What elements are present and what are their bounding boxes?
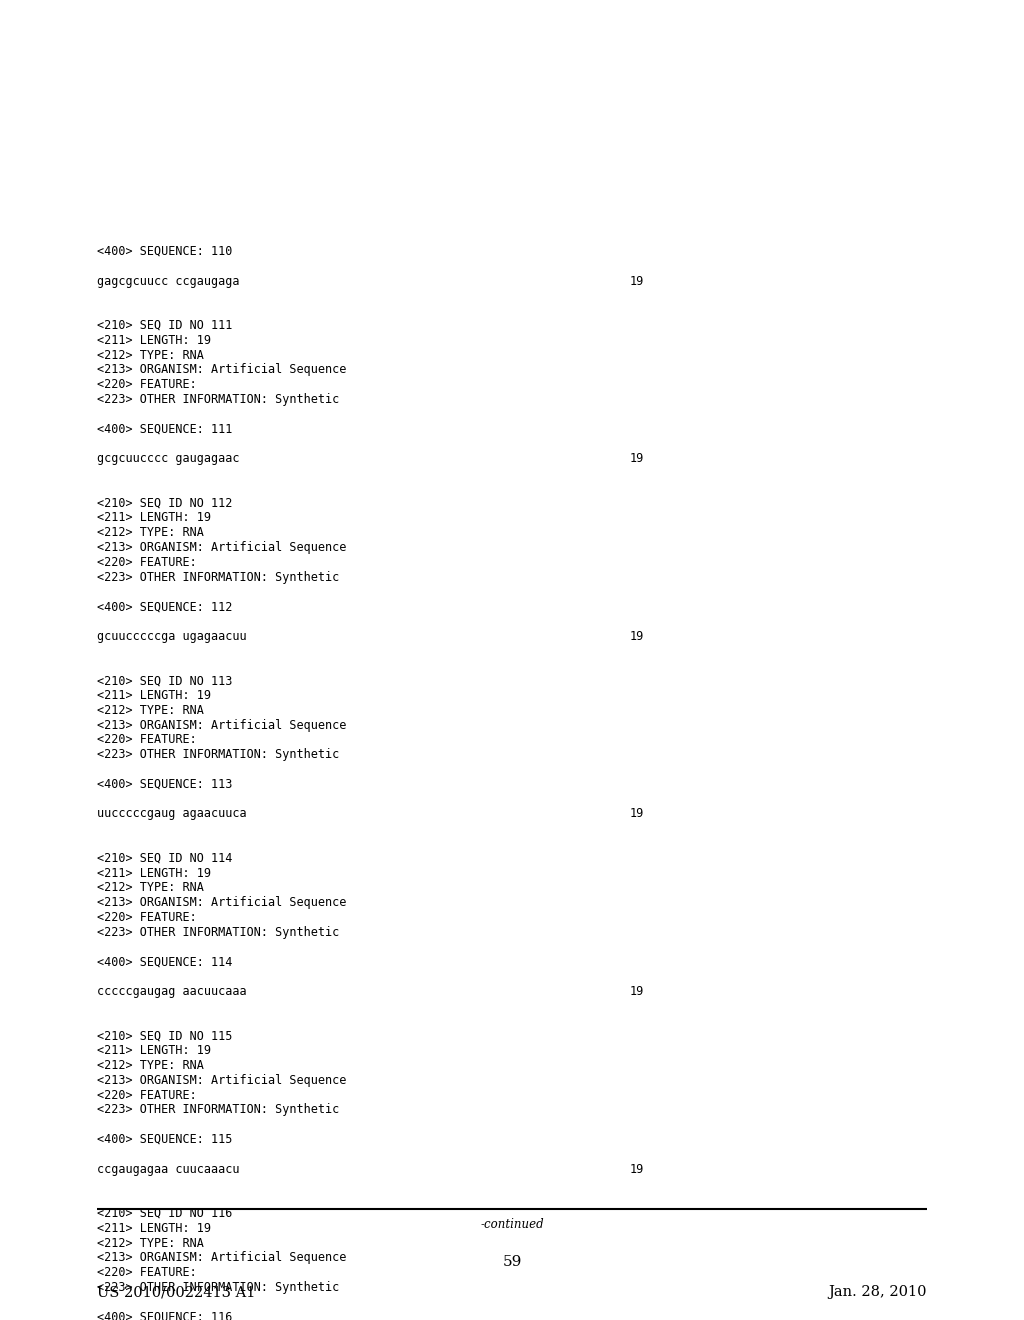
Text: <220> FEATURE:: <220> FEATURE: — [97, 911, 197, 924]
Text: <210> SEQ ID NO 112: <210> SEQ ID NO 112 — [97, 496, 232, 510]
Text: <210> SEQ ID NO 111: <210> SEQ ID NO 111 — [97, 319, 232, 333]
Text: 59: 59 — [503, 1255, 521, 1269]
Text: <213> ORGANISM: Artificial Sequence: <213> ORGANISM: Artificial Sequence — [97, 1251, 347, 1265]
Text: 19: 19 — [630, 630, 644, 643]
Text: gagcgcuucc ccgaugaga: gagcgcuucc ccgaugaga — [97, 275, 240, 288]
Text: <211> LENGTH: 19: <211> LENGTH: 19 — [97, 1222, 211, 1234]
Text: <220> FEATURE:: <220> FEATURE: — [97, 1266, 197, 1279]
Text: <210> SEQ ID NO 115: <210> SEQ ID NO 115 — [97, 1030, 232, 1043]
Text: <213> ORGANISM: Artificial Sequence: <213> ORGANISM: Artificial Sequence — [97, 541, 347, 554]
Text: <213> ORGANISM: Artificial Sequence: <213> ORGANISM: Artificial Sequence — [97, 363, 347, 376]
Text: gcgcuucccc gaugagaac: gcgcuucccc gaugagaac — [97, 453, 240, 465]
Text: <212> TYPE: RNA: <212> TYPE: RNA — [97, 527, 204, 539]
Text: 19: 19 — [630, 453, 644, 465]
Text: <211> LENGTH: 19: <211> LENGTH: 19 — [97, 511, 211, 524]
Text: <220> FEATURE:: <220> FEATURE: — [97, 556, 197, 569]
Text: <212> TYPE: RNA: <212> TYPE: RNA — [97, 704, 204, 717]
Text: <213> ORGANISM: Artificial Sequence: <213> ORGANISM: Artificial Sequence — [97, 718, 347, 731]
Text: <220> FEATURE:: <220> FEATURE: — [97, 1089, 197, 1102]
Text: <212> TYPE: RNA: <212> TYPE: RNA — [97, 348, 204, 362]
Text: -continued: -continued — [480, 1218, 544, 1232]
Text: Jan. 28, 2010: Jan. 28, 2010 — [828, 1284, 927, 1299]
Text: uucccccgaug agaacuuca: uucccccgaug agaacuuca — [97, 808, 247, 821]
Text: <400> SEQUENCE: 111: <400> SEQUENCE: 111 — [97, 422, 232, 436]
Text: 19: 19 — [630, 275, 644, 288]
Text: <223> OTHER INFORMATION: Synthetic: <223> OTHER INFORMATION: Synthetic — [97, 1280, 340, 1294]
Text: <210> SEQ ID NO 114: <210> SEQ ID NO 114 — [97, 851, 232, 865]
Text: cccccgaugag aacuucaaa: cccccgaugag aacuucaaa — [97, 985, 247, 998]
Text: US 2010/0022413 A1: US 2010/0022413 A1 — [97, 1284, 256, 1299]
Text: <400> SEQUENCE: 116: <400> SEQUENCE: 116 — [97, 1311, 232, 1320]
Text: <213> ORGANISM: Artificial Sequence: <213> ORGANISM: Artificial Sequence — [97, 1073, 347, 1086]
Text: <400> SEQUENCE: 113: <400> SEQUENCE: 113 — [97, 777, 232, 791]
Text: <210> SEQ ID NO 113: <210> SEQ ID NO 113 — [97, 675, 232, 688]
Text: <400> SEQUENCE: 114: <400> SEQUENCE: 114 — [97, 956, 232, 969]
Text: <211> LENGTH: 19: <211> LENGTH: 19 — [97, 334, 211, 347]
Text: gcuucccccga ugagaacuu: gcuucccccga ugagaacuu — [97, 630, 247, 643]
Text: <211> LENGTH: 19: <211> LENGTH: 19 — [97, 689, 211, 702]
Text: <210> SEQ ID NO 116: <210> SEQ ID NO 116 — [97, 1206, 232, 1220]
Text: 19: 19 — [630, 1163, 644, 1176]
Text: <220> FEATURE:: <220> FEATURE: — [97, 379, 197, 391]
Text: <212> TYPE: RNA: <212> TYPE: RNA — [97, 882, 204, 895]
Text: <400> SEQUENCE: 115: <400> SEQUENCE: 115 — [97, 1133, 232, 1146]
Text: <223> OTHER INFORMATION: Synthetic: <223> OTHER INFORMATION: Synthetic — [97, 1104, 340, 1117]
Text: <211> LENGTH: 19: <211> LENGTH: 19 — [97, 867, 211, 879]
Text: <223> OTHER INFORMATION: Synthetic: <223> OTHER INFORMATION: Synthetic — [97, 570, 340, 583]
Text: <223> OTHER INFORMATION: Synthetic: <223> OTHER INFORMATION: Synthetic — [97, 393, 340, 407]
Text: <400> SEQUENCE: 112: <400> SEQUENCE: 112 — [97, 601, 232, 614]
Text: <220> FEATURE:: <220> FEATURE: — [97, 734, 197, 746]
Text: 19: 19 — [630, 808, 644, 821]
Text: <400> SEQUENCE: 110: <400> SEQUENCE: 110 — [97, 246, 232, 257]
Text: <212> TYPE: RNA: <212> TYPE: RNA — [97, 1237, 204, 1250]
Text: 19: 19 — [630, 985, 644, 998]
Text: <212> TYPE: RNA: <212> TYPE: RNA — [97, 1059, 204, 1072]
Text: <213> ORGANISM: Artificial Sequence: <213> ORGANISM: Artificial Sequence — [97, 896, 347, 909]
Text: <223> OTHER INFORMATION: Synthetic: <223> OTHER INFORMATION: Synthetic — [97, 748, 340, 762]
Text: ccgaugagaa cuucaaacu: ccgaugagaa cuucaaacu — [97, 1163, 240, 1176]
Text: <223> OTHER INFORMATION: Synthetic: <223> OTHER INFORMATION: Synthetic — [97, 925, 340, 939]
Text: <211> LENGTH: 19: <211> LENGTH: 19 — [97, 1044, 211, 1057]
